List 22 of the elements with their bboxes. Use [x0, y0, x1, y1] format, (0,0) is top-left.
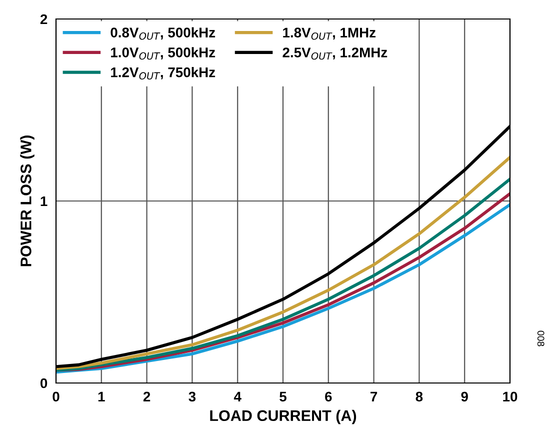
- x-tick-label: 6: [325, 392, 332, 402]
- x-tick-label: 3: [188, 392, 196, 402]
- x-tick-label: 0: [52, 392, 60, 402]
- legend-label: 1.8V$_{OUT}$, 1MHz: [283, 28, 376, 40]
- x-tick-label: 4: [234, 392, 242, 402]
- x-tick-label: 2: [143, 392, 150, 402]
- x-tick-label: 7: [370, 392, 378, 402]
- x-tick-label: 10: [503, 392, 518, 402]
- x-tick-label: 9: [461, 392, 468, 402]
- x-axis-title: LOAD CURRENT (A): [210, 410, 356, 424]
- y-tick-label: 0: [40, 378, 48, 388]
- x-tick-label: 5: [280, 392, 286, 402]
- x-tick-label: 1: [98, 392, 105, 402]
- legend-label: 1.0V$_{OUT}$, 500kHz: [111, 47, 216, 60]
- legend-label: 0.8V$_{OUT}$, 500kHz: [110, 27, 216, 40]
- y-tick-label: 1: [40, 196, 48, 206]
- legend-label: 2.5V$_{OUT}$, 1.2MHz: [282, 48, 388, 60]
- legend-label: 1.2V$_{OUT}$, 750kHz: [111, 67, 216, 80]
- y-axis-title: POWER LOSS (W): [20, 136, 34, 266]
- x-tick-label: 8: [416, 392, 423, 402]
- y-tick-label: 2: [40, 14, 48, 24]
- text: 008: [537, 330, 544, 346]
